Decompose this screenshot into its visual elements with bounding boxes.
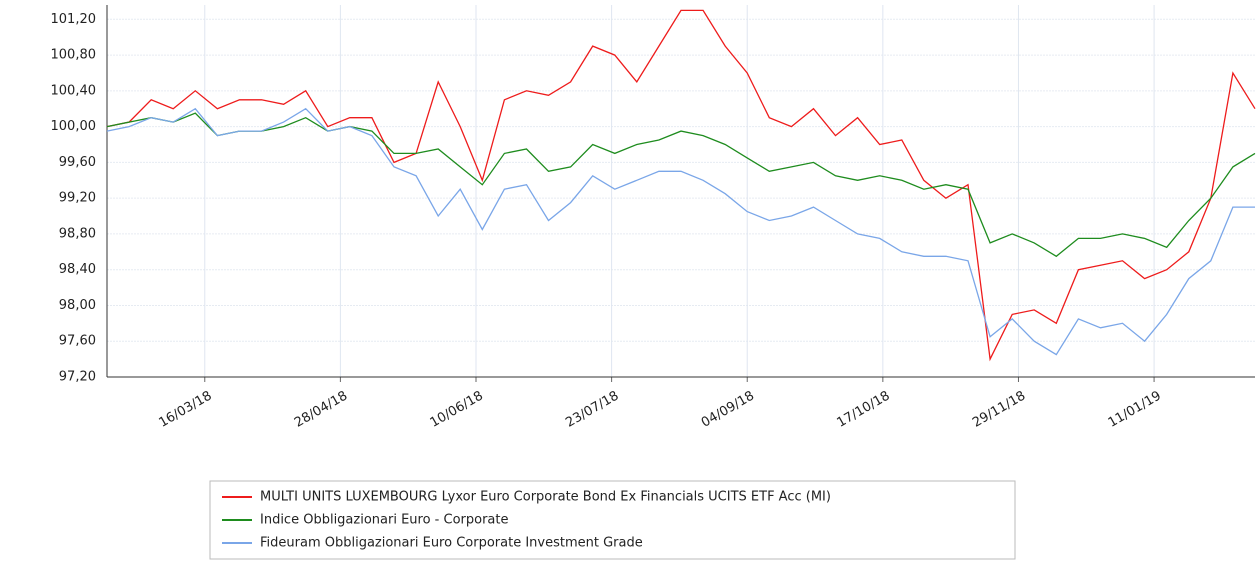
series-line	[106, 107, 1255, 356]
y-tick-label: 97,60	[59, 334, 96, 349]
y-tick-label: 101,20	[51, 12, 97, 27]
y-tick-label: 100,00	[51, 119, 97, 134]
legend-label: Indice Obbligazionari Euro - Corporate	[260, 513, 509, 528]
x-tick-label: 17/10/18	[835, 389, 893, 431]
legend-box	[209, 480, 1016, 560]
y-tick-label: 97,20	[59, 370, 96, 385]
legend-label: MULTI UNITS LUXEMBOURG Lyxor Euro Corpor…	[260, 490, 831, 505]
y-tick-label: 98,40	[59, 262, 96, 277]
series-line	[106, 9, 1256, 362]
legend-label: Fideuram Obbligazionari Euro Corporate I…	[260, 536, 643, 551]
x-tick-label: 28/04/18	[292, 389, 350, 431]
y-tick-label: 98,80	[59, 226, 96, 241]
x-tick-label: 29/11/18	[970, 389, 1028, 431]
x-tick-label: 04/09/18	[699, 389, 757, 431]
x-tick-label: 10/06/18	[428, 389, 486, 431]
y-tick-label: 100,40	[51, 83, 97, 98]
x-tick-label: 16/03/18	[156, 389, 214, 431]
y-tick-label: 99,60	[59, 155, 96, 170]
y-tick-label: 98,00	[59, 298, 96, 313]
y-tick-label: 99,20	[59, 191, 96, 206]
x-tick-label: 23/07/18	[563, 389, 621, 431]
series-line	[106, 112, 1256, 258]
x-tick-label: 11/01/19	[1106, 389, 1164, 431]
y-tick-label: 100,80	[51, 48, 97, 63]
